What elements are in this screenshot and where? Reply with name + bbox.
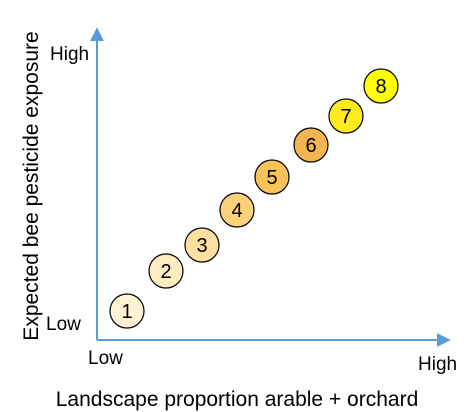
circle-2: 2	[148, 253, 184, 289]
circle-3-label: 3	[196, 235, 207, 257]
circle-4: 4	[219, 192, 255, 228]
circle-5-label: 5	[266, 167, 277, 189]
x-axis-low-label: Low	[88, 348, 123, 369]
circle-1-label: 1	[121, 301, 132, 323]
circle-3: 3	[184, 227, 220, 263]
circle-7-label: 7	[340, 106, 351, 128]
circle-6-label: 6	[305, 135, 316, 157]
circle-4-shape	[219, 192, 255, 228]
y-axis-high-label: High	[50, 44, 89, 65]
circle-5: 5	[254, 159, 290, 195]
circle-8: 8	[363, 68, 399, 104]
circle-3-shape	[184, 227, 220, 263]
circle-7: 7	[328, 98, 364, 134]
y-axis-title: Expected bee pesticide exposure	[20, 31, 43, 340]
x-axis-high-label: High	[418, 354, 457, 375]
circle-2-label: 2	[160, 261, 171, 283]
circle-5-shape	[254, 159, 290, 195]
circle-6-shape	[293, 127, 329, 163]
circle-1-shape	[109, 293, 145, 329]
circle-8-label: 8	[375, 76, 386, 98]
circle-8-shape	[363, 68, 399, 104]
x-axis-title: Landscape proportion arable + orchard	[56, 388, 419, 411]
circle-6: 6	[293, 127, 329, 163]
circle-1: 1	[109, 293, 145, 329]
y-axis-low-label: Low	[46, 314, 81, 335]
circle-4-label: 4	[231, 200, 242, 222]
numbered-circles: 1 2 3 4 5 6 7 8	[109, 68, 399, 329]
circle-7-shape	[328, 98, 364, 134]
circle-2-shape	[148, 253, 184, 289]
